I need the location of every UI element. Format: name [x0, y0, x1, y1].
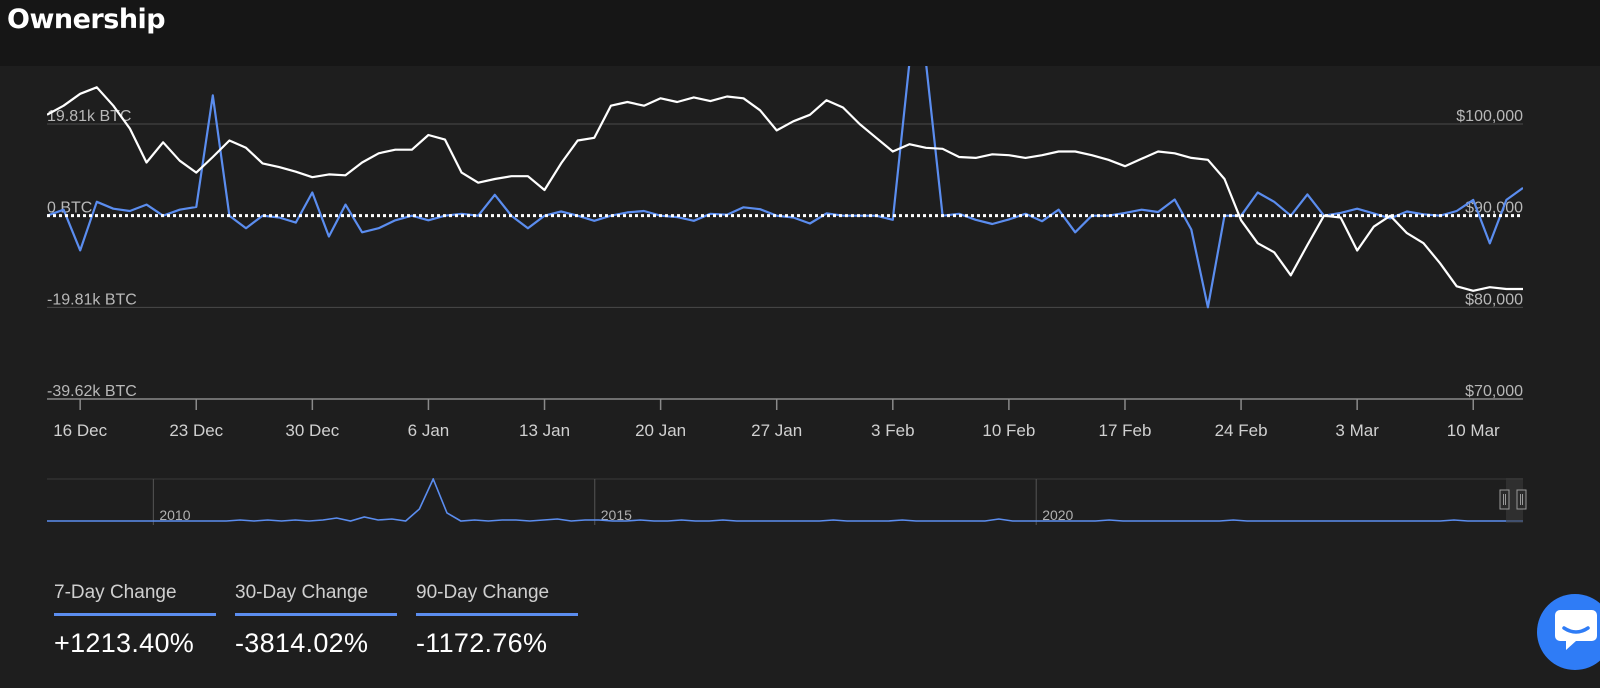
y-left-tick-label: -39.62k BTC	[47, 383, 137, 400]
chat-bubble-icon	[1555, 610, 1597, 650]
x-tick-label: 6 Jan	[408, 421, 450, 440]
stat-7-day[interactable]: 7-Day Change +1213.40%	[54, 582, 216, 659]
x-tick-label: 30 Dec	[285, 421, 339, 440]
navigator-year-label: 2010	[159, 507, 190, 523]
handle-body	[1499, 489, 1510, 510]
y-right-tick-label: $80,000	[1465, 291, 1523, 308]
stat-30-day[interactable]: 30-Day Change -3814.02%	[235, 582, 397, 659]
y-left-tick-label: 19.81k BTC	[47, 108, 131, 125]
stat-label: 30-Day Change	[235, 582, 397, 616]
series-line-change	[47, 66, 1523, 309]
x-tick-label: 13 Jan	[519, 421, 570, 440]
y-right-tick-label: $100,000	[1456, 108, 1523, 125]
x-tick-label: 10 Mar	[1447, 421, 1500, 440]
stat-value: -1172.76%	[416, 628, 548, 658]
chat-button[interactable]	[1537, 594, 1600, 670]
x-tick-label: 3 Mar	[1335, 421, 1379, 440]
x-tick-label: 10 Feb	[982, 421, 1035, 440]
x-tick-label: 24 Feb	[1215, 421, 1268, 440]
stat-value: +1213.40%	[54, 628, 195, 658]
range-navigator[interactable]: 2010 2015 2020	[0, 478, 1600, 548]
page-title: Ownership	[7, 4, 166, 35]
navigator-year-label: 2015	[601, 507, 632, 523]
handle-body	[1516, 489, 1527, 510]
y-right-tick-label: $90,000	[1465, 200, 1523, 217]
y-left-tick-label: -19.81k BTC	[47, 291, 137, 308]
x-tick-label: 3 Feb	[871, 421, 914, 440]
series-line-price	[47, 86, 1523, 292]
x-tick-label: 27 Jan	[751, 421, 802, 440]
navigator-series-line	[47, 478, 1523, 522]
navigator-year-label: 2020	[1042, 507, 1073, 523]
stat-90-day[interactable]: 90-Day Change -1172.76%	[416, 582, 578, 659]
change-stats: 7-Day Change +1213.40% 30-Day Change -38…	[54, 582, 578, 659]
x-tick-label: 16 Dec	[53, 421, 107, 440]
navigator-handle-icon[interactable]	[1516, 489, 1527, 510]
stat-label: 90-Day Change	[416, 582, 578, 616]
page-header: Ownership	[0, 0, 1600, 66]
stat-value: -3814.02%	[235, 628, 369, 658]
navigator-handle-icon[interactable]	[1499, 489, 1510, 510]
x-tick-label: 17 Feb	[1099, 421, 1152, 440]
series-group	[47, 66, 1523, 309]
y-right-tick-label: $70,000	[1465, 383, 1523, 400]
x-tick-label: 20 Jan	[635, 421, 686, 440]
stat-label: 7-Day Change	[54, 582, 216, 616]
x-tick-label: 23 Dec	[169, 421, 223, 440]
navigator-selection	[1506, 478, 1523, 523]
